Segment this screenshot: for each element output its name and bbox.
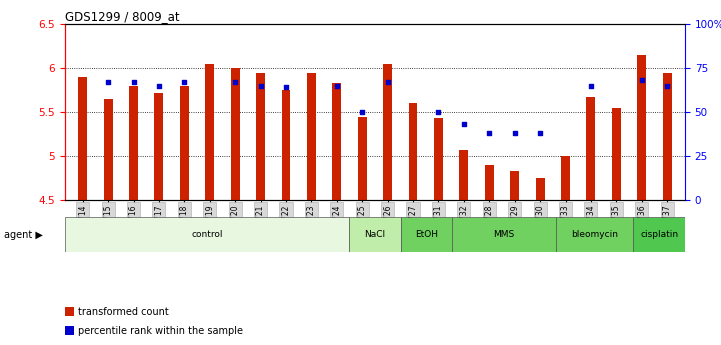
Bar [536, 178, 544, 200]
Point [255, 83, 266, 89]
Bar [104, 99, 112, 200]
Bar [637, 55, 646, 200]
Bar [349, 217, 401, 252]
Bar [256, 72, 265, 200]
Bar [358, 117, 367, 200]
Point [179, 79, 190, 85]
Text: MMS: MMS [493, 230, 515, 239]
Point [229, 79, 241, 85]
Bar [129, 86, 138, 200]
Bar [332, 83, 341, 200]
Bar [383, 64, 392, 200]
Point [153, 83, 164, 89]
Point [636, 78, 647, 83]
Bar [459, 150, 469, 200]
Point [534, 130, 546, 136]
Bar [586, 97, 596, 200]
Point [280, 85, 292, 90]
Point [458, 122, 469, 127]
Bar [612, 108, 621, 200]
Point [661, 83, 673, 89]
Point [331, 83, 342, 89]
Text: cisplatin: cisplatin [640, 230, 678, 239]
Bar [633, 217, 685, 252]
Bar [180, 86, 189, 200]
Point [382, 79, 394, 85]
Point [509, 130, 521, 136]
Text: NaCl: NaCl [364, 230, 386, 239]
Bar [510, 171, 519, 200]
Bar [401, 217, 453, 252]
Text: transformed count: transformed count [78, 307, 169, 316]
Point [484, 130, 495, 136]
Bar [485, 165, 494, 200]
Text: percentile rank within the sample: percentile rank within the sample [78, 326, 243, 335]
Bar [561, 156, 570, 200]
Point [433, 109, 444, 115]
Bar [453, 217, 556, 252]
Bar [409, 104, 417, 200]
Bar [205, 64, 214, 200]
Point [356, 109, 368, 115]
Point [128, 79, 139, 85]
Text: agent ▶: agent ▶ [4, 230, 43, 239]
Bar [663, 72, 671, 200]
Bar [434, 118, 443, 200]
Bar [556, 217, 633, 252]
Point [585, 83, 597, 89]
Text: bleomycin: bleomycin [571, 230, 618, 239]
Bar [79, 77, 87, 200]
Bar [154, 93, 164, 200]
Bar [231, 68, 239, 200]
Text: GDS1299 / 8009_at: GDS1299 / 8009_at [65, 10, 180, 23]
Bar [281, 90, 291, 200]
Point [102, 79, 114, 85]
Bar [65, 217, 349, 252]
Bar [307, 72, 316, 200]
Text: EtOH: EtOH [415, 230, 438, 239]
Text: control: control [191, 230, 223, 239]
